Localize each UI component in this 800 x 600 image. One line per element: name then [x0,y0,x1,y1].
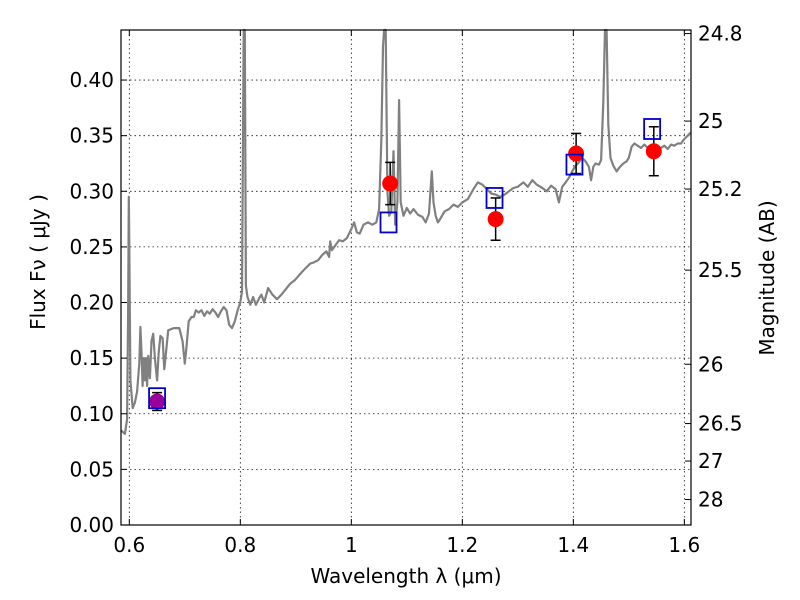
y-tick-label: 0.10 [69,402,114,426]
model-point [148,387,166,410]
y-tick-label: 0.15 [69,346,114,370]
y-tick-label: 0.20 [69,291,114,315]
y-tick-label: 0.05 [69,457,114,481]
plot-background [121,30,691,525]
y-tick-label: 0.00 [69,513,114,537]
grid [121,30,691,525]
x-tick-label: 1.4 [557,533,589,557]
model-point [643,118,662,140]
spectrum-layer [120,28,692,435]
right-tick-label: 28 [698,488,723,512]
model-point [485,187,504,209]
data-point [568,145,585,162]
x-axis-title: Wavelength λ (μm) [310,564,501,588]
data-point [382,175,399,192]
y-tick-label: 0.40 [69,68,114,92]
x-tick-label: 0.6 [113,533,145,557]
right-tick-label: 25 [698,109,723,133]
right-tick-label: 25.5 [698,258,743,282]
ticks-layer: 0.6 0.8 1 1.2 1.4 1.6 0.00 0.05 0.10 0.15 0.20 0.25… [69,22,742,557]
model-point [565,153,584,176]
x-tick-label: 1 [345,533,358,557]
right-tick-label: 25.2 [698,177,743,201]
right-tick-label: 26 [698,352,723,376]
spectrum-line [120,28,692,435]
x-tick-label: 1.2 [446,533,478,557]
right-tick-label: 24.8 [698,22,743,46]
x-tick-label: 1.6 [668,533,700,557]
data-point [149,393,166,410]
right-axis-title: Magnitude (AB) [755,200,779,355]
data-point [645,143,662,160]
points-layer [148,118,662,412]
right-tick-label: 27 [698,449,723,473]
plot-frame [120,29,692,526]
model-point [379,211,398,234]
y-tick-label: 0.25 [69,235,114,259]
right-tick-label: 26.5 [698,412,743,436]
y-axis-title: Flux Fν ( μJy ) [26,194,50,330]
data-point [487,211,504,228]
y-tick-label: 0.30 [69,179,114,203]
y-tick-label: 0.35 [69,124,114,148]
x-tick-label: 0.8 [224,533,256,557]
